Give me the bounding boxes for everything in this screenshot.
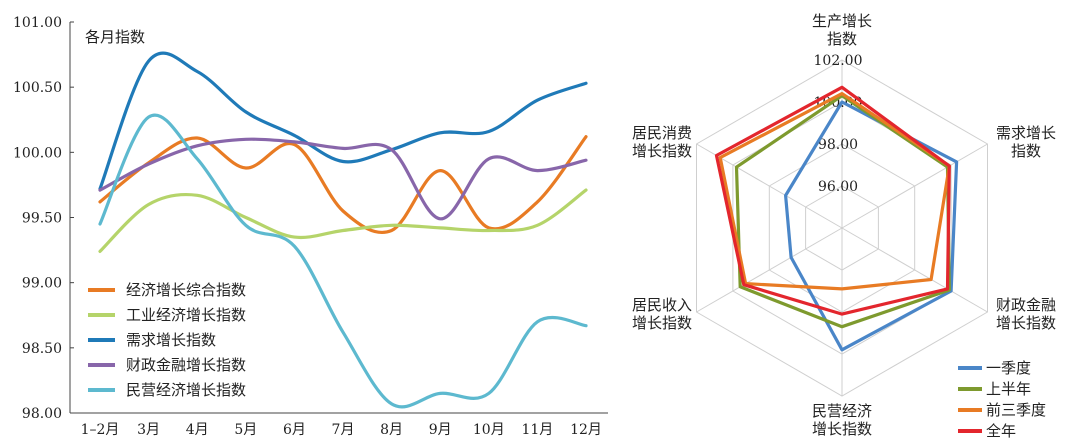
legend-label: 需求增长指数 <box>126 331 216 349</box>
radar-tick-label: 96.00 <box>818 179 858 195</box>
radar-grid <box>696 59 988 397</box>
radar-axis-label: 生产增长指数 <box>812 12 872 48</box>
x-tick-label: 8月 <box>380 422 403 438</box>
y-tick-label: 98.00 <box>22 406 62 422</box>
series-line-4 <box>98 137 588 221</box>
radar-tick-label: 98.00 <box>818 137 858 153</box>
radar-series-1 <box>783 100 959 352</box>
line-series-group <box>98 51 588 409</box>
x-tick-label: 5月 <box>234 422 257 438</box>
series-line-2 <box>98 188 588 253</box>
radar-legend-label: 上半年 <box>986 380 1031 398</box>
x-tick-label: 9月 <box>429 422 452 438</box>
radar-legend-label: 前三季度 <box>986 401 1046 419</box>
legend-label: 工业经济增长指数 <box>126 306 246 324</box>
radar-spoke <box>841 227 988 313</box>
x-tick-label: 7月 <box>332 422 355 438</box>
y-tick-label: 100.00 <box>13 145 62 161</box>
radar-legend-label: 一季度 <box>986 359 1031 377</box>
x-tick-label: 6月 <box>283 422 306 438</box>
radar-axis-label: 需求增长指数 <box>996 124 1056 160</box>
radar-series-group <box>714 85 959 352</box>
x-tick-label: 3月 <box>137 422 160 438</box>
x-tick-label: 1–2月 <box>81 422 120 438</box>
radar-tick-label: 102.00 <box>814 53 863 69</box>
line-chart-title: 各月指数 <box>85 28 145 46</box>
legend-label: 财政金融增长指数 <box>126 356 246 374</box>
x-tick-labels: 1–2月 3月 4月 5月 6月 7月 8月 9月 10月 11月 12月 <box>81 422 602 438</box>
x-tick-label: 12月 <box>570 422 602 438</box>
radar-legend-label: 全年 <box>986 422 1016 440</box>
y-tick-label: 100.50 <box>13 80 62 96</box>
radar-axis-label: 财政金融增长指数 <box>996 296 1056 332</box>
legend-label: 经济增长综合指数 <box>126 281 246 299</box>
line-chart: 各月指数 98.00 98.50 99.00 99.50 100.00 100.50 101… <box>13 15 608 438</box>
radar-axis-label: 民营经济增长指数 <box>812 402 872 438</box>
radar-spoke <box>696 227 843 313</box>
radar-spoke <box>841 143 988 229</box>
y-tick-labels: 98.00 98.50 99.00 99.50 100.00 100.50 101.00 <box>13 15 74 422</box>
radar-series-2 <box>734 94 951 329</box>
y-tick-label: 101.00 <box>13 15 62 31</box>
radar-series-4 <box>714 85 951 316</box>
y-tick-label: 99.50 <box>22 211 62 227</box>
series-line-5 <box>98 113 588 409</box>
x-tick-label: 4月 <box>186 422 209 438</box>
y-tick-label: 99.00 <box>22 276 62 292</box>
series-line-1 <box>98 135 588 234</box>
legend-label: 民营经济增长指数 <box>126 381 246 399</box>
radar-axis-label: 居民消费增长指数 <box>632 124 692 160</box>
radar-axis-label: 居民收入增长指数 <box>632 296 692 332</box>
x-tick-label: 11月 <box>521 422 553 438</box>
series-line-3 <box>98 51 588 191</box>
x-tick-label: 10月 <box>473 422 505 438</box>
y-tick-label: 98.50 <box>22 341 62 357</box>
